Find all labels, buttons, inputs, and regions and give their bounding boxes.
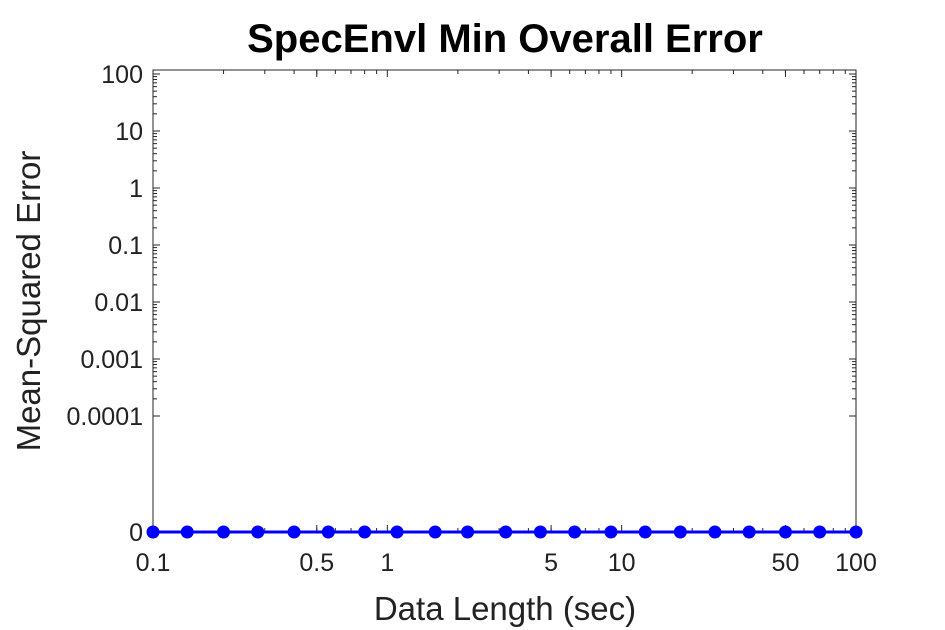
plot-area [152,69,857,533]
data-point [533,525,547,539]
x-tick-label: 5 [544,549,558,577]
data-point [778,525,792,539]
y-tick-label: 0 [129,519,143,547]
data-point [813,525,827,539]
data-point [604,525,618,539]
data-point [390,525,404,539]
data-point [708,525,722,539]
data-point [849,525,863,539]
x-tick-label: 100 [835,549,877,577]
x-axis: 0.1 0.5 1 5 10 50 100 [136,70,877,577]
data-point [321,525,335,539]
data-point [499,525,513,539]
data-point [251,525,265,539]
x-tick-label: 10 [608,549,636,577]
data-point [461,525,475,539]
data-point [428,525,442,539]
y-tick-label: 100 [101,61,143,89]
x-tick-label: 0.5 [299,549,334,577]
data-point [742,525,756,539]
y-tick-label: 10 [115,118,143,146]
chart-title: SpecEnvl Min Overall Error [247,17,763,61]
data-point [358,525,372,539]
x-tick-label: 50 [772,549,800,577]
y-tick-label: 1 [129,175,143,203]
y-tick-label: 0.01 [94,289,143,317]
y-axis: 0 0.0001 0.001 0.01 0.1 1 10 100 [67,61,856,547]
x-tick-label: 1 [380,549,394,577]
data-point [568,525,582,539]
series-layer [146,525,863,539]
y-tick-label: 0.1 [108,232,143,260]
x-axis-label: Data Length (sec) [374,590,636,627]
y-axis-label: Mean-Squared Error [10,151,47,452]
data-point [217,525,231,539]
data-point [287,525,301,539]
data-point [146,525,160,539]
data-point [180,525,194,539]
y-tick-label: 0.0001 [67,403,143,431]
data-point [638,525,652,539]
x-tick-label: 0.1 [136,549,171,577]
data-point [673,525,687,539]
y-tick-label: 0.001 [80,346,143,374]
